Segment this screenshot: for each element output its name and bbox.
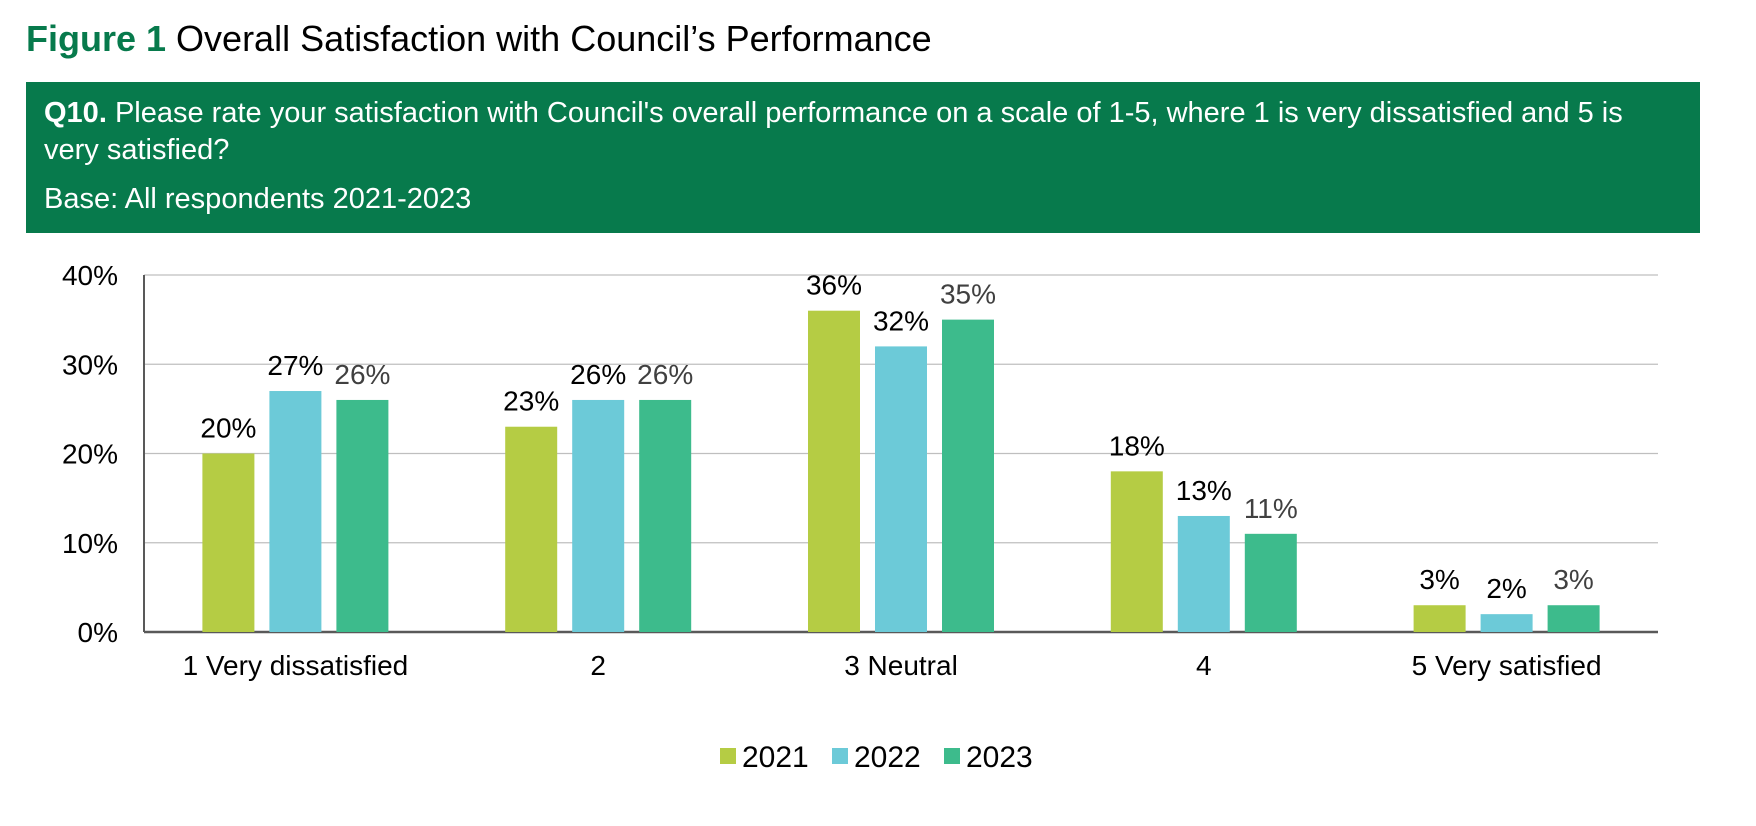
data-label: 35% [940, 279, 996, 310]
x-tick-label: 5 Very satisfied [1412, 650, 1602, 681]
y-tick-label: 10% [62, 528, 118, 559]
bar-2021 [1413, 605, 1466, 632]
figure-title: Figure 1 Overall Satisfaction with Counc… [26, 18, 932, 60]
data-label: 27% [267, 350, 323, 381]
figure-number: Figure 1 [26, 18, 167, 59]
y-tick-label: 0% [78, 617, 118, 648]
figure-title-text: Overall Satisfaction with Council’s Perf… [176, 18, 932, 59]
bar-2022 [875, 346, 927, 632]
bar-2022 [269, 391, 322, 632]
data-label: 26% [334, 359, 390, 390]
data-label: 13% [1176, 475, 1232, 506]
data-label: 3% [1553, 564, 1593, 595]
data-label: 3% [1419, 564, 1459, 595]
bar-2022 [1480, 614, 1533, 632]
data-label: 32% [873, 305, 929, 336]
legend-label: 2023 [966, 741, 1033, 774]
bar-chart: 0% 10% 20% 30% 40% 20% 27% 26% 1 Very dissatisfi… [62, 260, 1658, 774]
x-tick-label: 4 [1196, 650, 1212, 681]
base-text: Base: All respondents 2021-2023 [44, 183, 472, 215]
y-tick-label: 20% [62, 439, 118, 470]
data-label: 11% [1244, 493, 1298, 524]
legend-swatch-2021 [720, 748, 736, 764]
legend-swatch-2023 [944, 748, 960, 764]
data-label: 26% [570, 359, 626, 390]
x-tick-label: 2 [590, 650, 606, 681]
bar-2023 [1547, 605, 1600, 632]
x-tick-label: 1 Very dissatisfied [183, 650, 409, 681]
question-line: Q10. Please rate your satisfaction with … [44, 95, 1682, 169]
legend-label: 2022 [854, 741, 921, 774]
data-label: 2% [1486, 573, 1526, 604]
y-tick-label: 40% [62, 260, 118, 291]
data-label: 18% [1109, 430, 1165, 461]
bar-2021 [202, 453, 255, 632]
question-text: Please rate your satisfaction with Counc… [44, 97, 1623, 166]
data-label: 26% [637, 359, 693, 390]
legend-swatch-2022 [832, 748, 848, 764]
data-label: 36% [806, 270, 862, 301]
legend-label: 2021 [742, 741, 809, 774]
bar-2023 [1244, 533, 1297, 632]
x-tick-label: 3 Neutral [844, 650, 958, 681]
data-label: 20% [200, 413, 256, 444]
bar-2023 [336, 399, 389, 632]
bar-2021 [1110, 471, 1163, 632]
data-label: 23% [503, 386, 559, 417]
bar-2022 [1177, 515, 1230, 632]
bar-2023 [639, 399, 692, 632]
y-tick-label: 30% [62, 349, 118, 380]
bar-2021 [808, 310, 860, 632]
question-code: Q10. [44, 97, 107, 129]
question-box: Q10. Please rate your satisfaction with … [26, 82, 1700, 233]
bar-2022 [572, 399, 625, 632]
bar-2023 [942, 319, 994, 632]
bar-2021 [505, 426, 558, 632]
